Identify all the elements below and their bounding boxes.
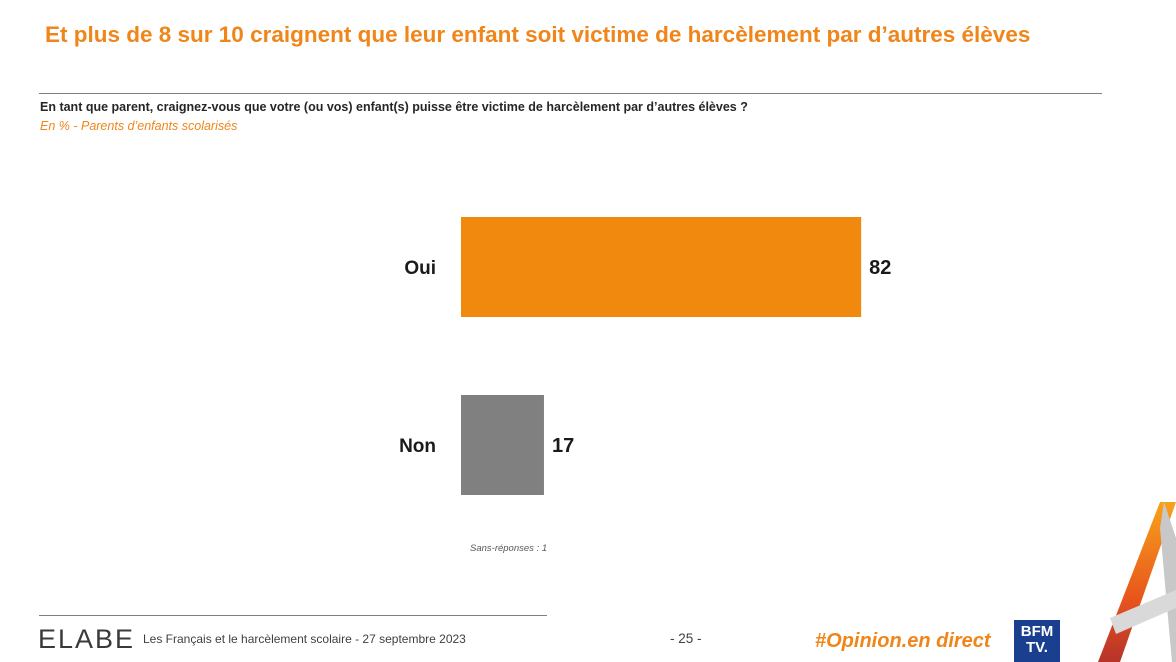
no-answer-note: Sans-réponses : 1 [470,543,548,554]
elabe-triangle-decoration [1098,502,1176,662]
value-label-non: 17 [552,435,574,457]
value-label-oui: 82 [869,257,891,279]
category-label-non: Non [399,436,436,457]
bar-oui [461,217,862,317]
bfmtv-logo: BFM TV. [1014,620,1060,662]
survey-base: En % - Parents d’enfants scolarisés [40,119,238,133]
elabe-logo-text: ELABE [38,624,136,654]
footer-study-title: Les Français et le harcèlement scolaire … [143,632,466,646]
survey-question: En tant que parent, craignez-vous que vo… [40,100,748,114]
category-label-oui: Oui [404,258,436,279]
bfmtv-logo-bottom: TV. [1026,639,1048,656]
bfmtv-logo-top: BFM [1020,623,1054,640]
footer-divider [39,615,547,616]
page-title: Et plus de 8 sur 10 craignent que leur e… [45,22,1031,47]
elabe-logo: ELABE [38,624,135,655]
header-divider [39,93,1102,94]
page-number: - 25 - [670,631,702,646]
hashtag-opinion: #Opinion.en direct [815,630,991,652]
bar-non [461,395,544,495]
